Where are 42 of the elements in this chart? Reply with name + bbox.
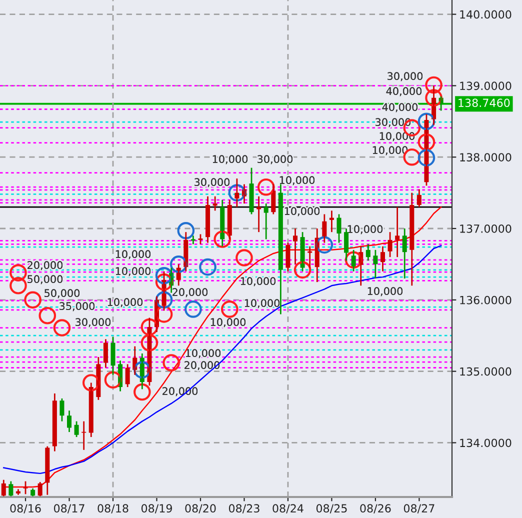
annotation: 10,000 xyxy=(368,287,403,296)
annotation: 10,000 xyxy=(240,277,276,286)
x-tick-label: 08/18 xyxy=(98,504,128,514)
annotation: 10,000 xyxy=(210,318,246,328)
annotation: 10,000 xyxy=(372,146,408,156)
y-tick-label: 139.0000 xyxy=(460,82,512,90)
annotation: 10,000 xyxy=(108,298,143,308)
annotation: 10,000 xyxy=(284,207,320,216)
annotation: 10,000 xyxy=(280,176,315,186)
x-tick-label: 08/16 xyxy=(10,504,41,514)
annotation: 10,000 xyxy=(348,225,383,234)
annotation: 10,000 xyxy=(116,267,151,276)
y-tick-label: 140.0000 xyxy=(460,10,512,19)
annotation: 10,000 xyxy=(244,299,280,308)
x-tick-label: 08/25 xyxy=(316,504,347,514)
x-tick-label: 08/20 xyxy=(185,504,216,514)
annotation: 30,000 xyxy=(76,318,111,328)
y-tick-label: 138.0000 xyxy=(460,153,512,162)
ref-line-label: 138.7460 xyxy=(458,98,510,108)
y-tick-label: 135.0000 xyxy=(460,367,512,376)
annotation: 10,000 xyxy=(186,349,221,358)
x-tick-label: 08/24 xyxy=(272,504,304,514)
y-tick-label: 134.0000 xyxy=(460,438,512,448)
annotation: 30,000 xyxy=(194,178,230,188)
annotation: 40,000 xyxy=(382,103,418,112)
x-tick-label: 08/27 xyxy=(404,504,434,514)
x-tick-label: 08/26 xyxy=(360,504,391,514)
annotation: 30,000 xyxy=(388,72,423,82)
annotation: 10,000 xyxy=(116,250,151,260)
x-tick-label: 08/23 xyxy=(228,504,260,514)
annotation: 40,000 xyxy=(386,87,422,96)
x-tick-label: 08/17 xyxy=(54,504,84,514)
y-tick-label: 136.0000 xyxy=(460,296,512,304)
annotation: 50,000 xyxy=(44,289,80,298)
annotation: 20,000 xyxy=(172,288,208,298)
y-tick-label: 137.0000 xyxy=(460,224,512,233)
annotation: 35,000 xyxy=(60,302,95,312)
annotation: 20,000 xyxy=(28,261,63,270)
annotation: 30,000 xyxy=(258,155,293,164)
annotation: 50,000 xyxy=(28,275,63,284)
annotation: 10,000 xyxy=(212,155,248,164)
x-tick-label: 08/19 xyxy=(141,504,172,514)
